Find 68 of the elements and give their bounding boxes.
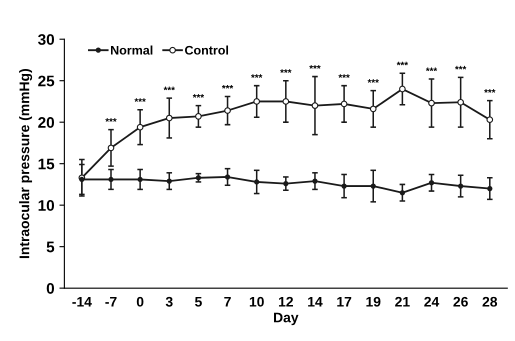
point: [340, 100, 348, 108]
y-axis-title: Intraocular pressure (mmHg): [19, 69, 32, 258]
annotation: ***: [309, 65, 321, 69]
point: [486, 116, 494, 124]
annotation: ***: [396, 62, 408, 66]
x-tick-label: 3: [166, 296, 173, 307]
x-tick-label: 0: [136, 296, 144, 307]
point: [457, 98, 464, 106]
y-tick-label: 25: [38, 76, 54, 86]
annotation: ***: [192, 94, 204, 98]
annotation: ***: [455, 66, 466, 70]
x-tick-label: -7: [105, 296, 117, 307]
annotation: ***: [280, 69, 292, 73]
point: [224, 174, 230, 180]
point: [400, 190, 406, 196]
x-tick-label: 21: [395, 296, 410, 307]
point: [224, 107, 231, 114]
annotation: ***: [484, 89, 496, 93]
point: [283, 180, 288, 186]
point: [428, 180, 434, 186]
point: [312, 178, 318, 184]
point: [254, 179, 260, 185]
x-tick-label: 19: [366, 296, 380, 307]
annotation: ***: [368, 79, 379, 83]
point: [136, 124, 144, 131]
point: [79, 176, 84, 182]
point: [399, 86, 406, 92]
annotation: ***: [164, 86, 175, 90]
point: [166, 178, 172, 184]
x-tick-label: 17: [337, 296, 352, 307]
x-axis-title: Day: [274, 312, 298, 326]
point: [312, 102, 318, 109]
y-tick-label: 30: [38, 34, 54, 45]
point: [108, 144, 114, 152]
legend-label: Control: [184, 45, 228, 55]
point: [428, 100, 435, 106]
annotation: ***: [222, 84, 234, 89]
x-tick-label: 24: [424, 296, 440, 307]
annotation: ***: [426, 68, 438, 72]
point: [282, 98, 290, 105]
x-tick-label: 7: [224, 296, 231, 307]
x-tick-label: 26: [453, 296, 468, 307]
y-tick-label: 0: [46, 283, 54, 294]
point: [253, 98, 260, 105]
legend-label: Normal: [111, 45, 152, 55]
y-tick-label: 20: [38, 117, 54, 128]
x-tick-label: 12: [278, 296, 293, 307]
point: [370, 183, 376, 189]
point: [341, 183, 347, 189]
x-tick-label: 5: [194, 296, 202, 307]
point: [137, 176, 143, 182]
annotation: ***: [134, 98, 146, 102]
annotation: ***: [251, 74, 262, 78]
annotation: ***: [105, 118, 117, 122]
point: [195, 113, 202, 120]
point: [166, 114, 173, 122]
point: [458, 183, 464, 189]
x-tick-label: -14: [72, 296, 92, 307]
point: [108, 176, 114, 182]
y-tick-label: 5: [46, 242, 54, 252]
point: [370, 106, 377, 112]
x-tick-label: 28: [482, 296, 498, 307]
x-tick-label: 10: [250, 296, 264, 307]
annotation: ***: [338, 74, 350, 78]
y-tick-label: 10: [38, 200, 54, 211]
x-tick-label: 14: [308, 296, 323, 307]
y-tick-label: 15: [38, 158, 54, 170]
point: [487, 186, 492, 192]
